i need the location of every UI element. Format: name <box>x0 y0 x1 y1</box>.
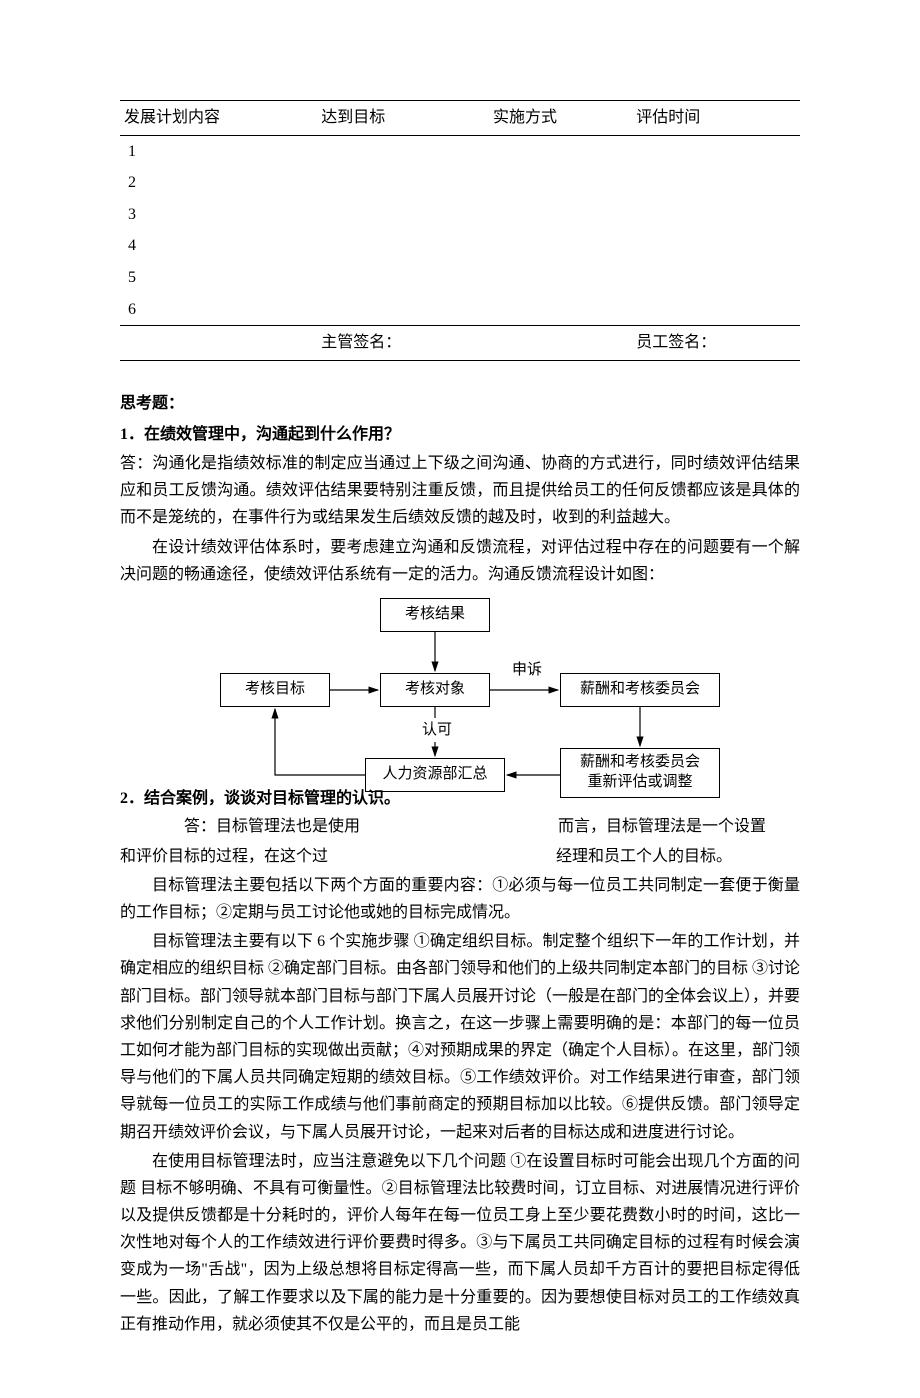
question-1: 1．在绩效管理中，沟通起到什么作用？ <box>120 422 800 448</box>
q2-answer-p1: 答：目标管理法也是使用 而言，目标管理法是一个设置 <box>120 813 800 840</box>
table-row: 1 <box>120 135 800 167</box>
table-row: 6 <box>120 294 800 326</box>
q2-answer-p4: 目标管理法主要有以下 6 个实施步骤 ①确定组织目标。制定整个组织下一年的工作计… <box>120 928 800 1146</box>
node-committee: 薪酬和考核委员会 <box>560 673 720 707</box>
q2-p1-left: 答：目标管理法也是使用 <box>184 818 360 835</box>
table-header-row: 发展计划内容 达到目标 实施方式 评估时间 <box>120 101 800 136</box>
row-index: 5 <box>120 262 313 294</box>
node-object: 考核对象 <box>380 673 490 707</box>
q2-answer-p2: 和评价目标的过程，在这个过 经理和员工个人的目标。 <box>120 843 800 870</box>
row-index: 4 <box>120 230 313 262</box>
table-row: 2 <box>120 167 800 199</box>
table-row: 3 <box>120 199 800 231</box>
col-header-content: 发展计划内容 <box>120 101 313 136</box>
table-row: 4 <box>120 230 800 262</box>
development-plan-table: 发展计划内容 达到目标 实施方式 评估时间 1 2 3 4 5 6 主管签名： … <box>120 100 800 361</box>
thinking-questions-heading: 思考题： <box>120 391 800 417</box>
question-2: 2．结合案例，谈谈对目标管理的认识。 <box>120 786 800 812</box>
row-index: 6 <box>120 294 313 326</box>
table-row: 5 <box>120 262 800 294</box>
edge-label-appeal: 申诉 <box>510 658 544 682</box>
q2-answer-p5: 在使用目标管理法时，应当注意避免以下几个问题 ①在设置目标时可能会出现几个方面的… <box>120 1148 800 1338</box>
row-index: 3 <box>120 199 313 231</box>
q2-p2-left: 和评价目标的过程，在这个过 <box>120 848 328 865</box>
node-target: 考核目标 <box>220 673 330 707</box>
q1-answer-p1: 答：沟通化是指绩效标准的制定应当通过上下级之间沟通、协商的方式进行，同时绩效评估… <box>120 450 800 532</box>
employee-sign-label: 员工签名： <box>628 326 800 361</box>
row-index: 1 <box>120 135 313 167</box>
row-index: 2 <box>120 167 313 199</box>
q2-p1-right: 而言，目标管理法是一个设置 <box>558 818 766 835</box>
col-header-method: 实施方式 <box>485 101 628 136</box>
q2-p2-right: 经理和员工个人的目标。 <box>556 848 732 865</box>
col-header-goal: 达到目标 <box>313 101 485 136</box>
supervisor-sign-label: 主管签名： <box>313 326 485 361</box>
node-result: 考核结果 <box>380 598 490 632</box>
q2-answer-p3: 目标管理法主要包括以下两个方面的重要内容：①必须与每一位员工共同制定一套便于衡量… <box>120 872 800 926</box>
signature-row: 主管签名： 员工签名： <box>120 326 800 361</box>
col-header-eval-time: 评估时间 <box>628 101 800 136</box>
q1-answer-p2: 在设计绩效评估体系时，要考虑建立沟通和反馈流程，对评估过程中存在的问题要有一个解… <box>120 534 800 588</box>
edge-label-approve: 认可 <box>420 718 454 742</box>
